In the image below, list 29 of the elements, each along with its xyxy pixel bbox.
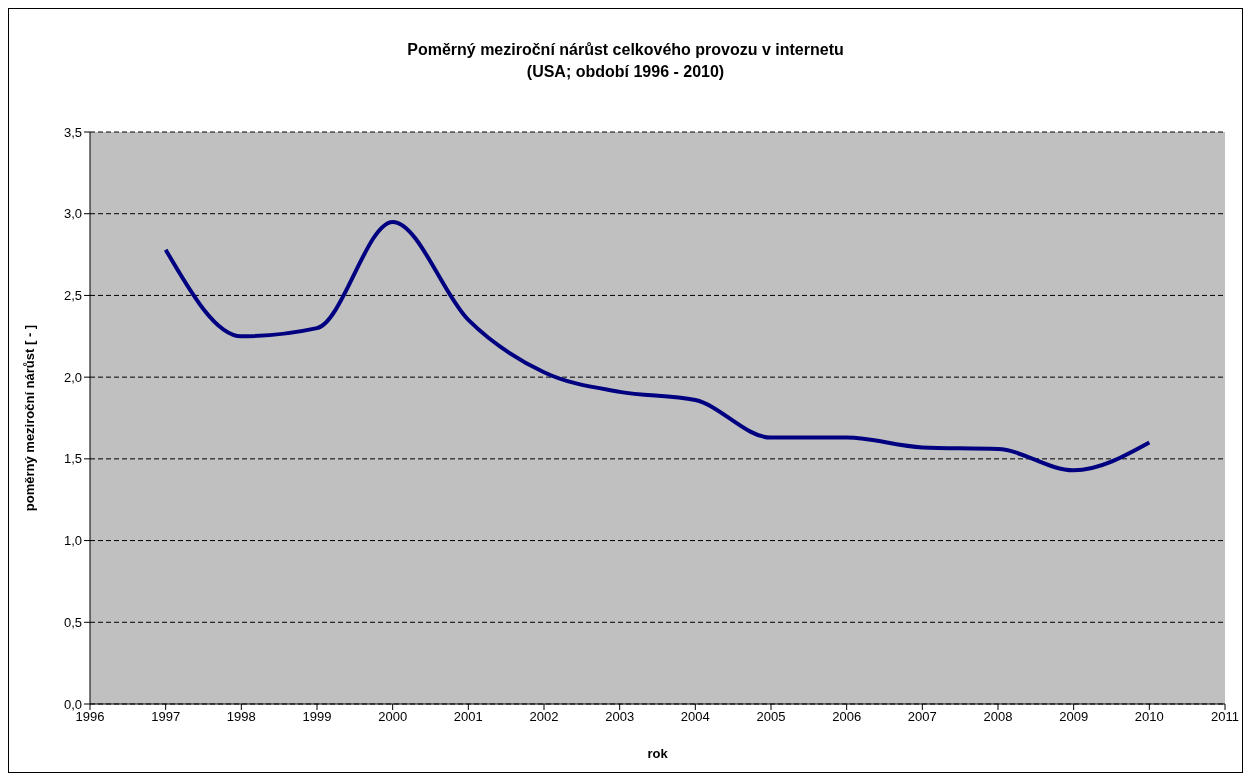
x-tick-label: 2008	[983, 709, 1013, 725]
x-tick-label: 2000	[378, 709, 408, 725]
x-axis-title: rok	[647, 746, 669, 761]
y-axis-title: poměrný meziroční nárůst [ - ]	[21, 324, 37, 512]
x-tick-label: 2001	[453, 709, 483, 725]
y-tick-label: 3,0	[63, 206, 82, 222]
x-tick-label: 2004	[680, 709, 710, 725]
x-tick-label: 1999	[302, 709, 332, 725]
line-series	[163, 219, 1152, 473]
chart-title: Poměrný meziroční nárůst celkového provozu v internetu	[406, 40, 845, 60]
x-tick-label: 2003	[605, 709, 635, 725]
chart-subtitle: (USA; období 1996 - 2010)	[525, 62, 726, 82]
y-tick-label: 1,0	[63, 533, 82, 549]
y-tick-label: 3,5	[63, 124, 82, 140]
y-tick-label: 1,5	[63, 451, 82, 467]
x-tick-label: 2011	[1211, 709, 1239, 725]
x-tick-label: 2002	[529, 709, 559, 725]
x-tick-label: 2007	[907, 709, 937, 725]
x-tick-label: 1998	[226, 709, 256, 725]
x-tick-label: 2010	[1134, 709, 1164, 725]
y-tick-label: 2,5	[63, 288, 82, 304]
y-tick-label: 0,0	[63, 696, 82, 712]
x-tick-label: 2006	[832, 709, 862, 725]
x-tick-label: 1996	[75, 709, 105, 725]
x-tick-label: 2005	[756, 709, 786, 725]
y-tick-label: 2,0	[63, 369, 82, 385]
x-tick-label: 2009	[1059, 709, 1089, 725]
y-tick-label: 0,5	[63, 614, 82, 630]
x-tick-label: 1997	[151, 709, 181, 725]
